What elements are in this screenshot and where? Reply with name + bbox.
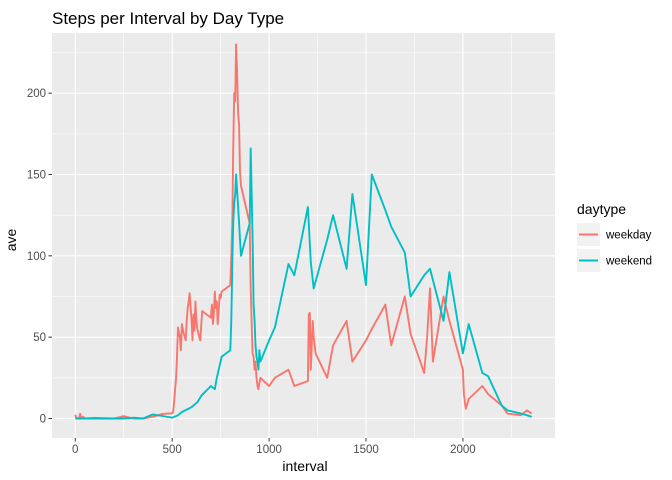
x-tick-label: 2000 <box>450 444 476 456</box>
legend: daytype weekday weekend <box>577 201 652 272</box>
x-tick-label: 1500 <box>353 444 379 456</box>
x-tick-label: 1000 <box>256 444 282 456</box>
y-tick-label: 200 <box>27 88 46 100</box>
series-lines <box>74 43 533 420</box>
legend-label-weekend: weekend <box>605 256 652 268</box>
y-tick-label: 50 <box>33 332 46 344</box>
x-tick-label: 0 <box>72 444 78 456</box>
legend-label-weekday: weekday <box>605 230 652 242</box>
x-axis-ticks: 0 500 1000 1500 2000 <box>72 438 476 456</box>
y-tick-label: 150 <box>27 170 46 182</box>
series-line-weekend <box>74 147 533 420</box>
legend-title: daytype <box>577 201 626 217</box>
chart-title: Steps per Interval by Day Type <box>52 9 284 28</box>
plot-panel <box>52 33 555 438</box>
minor-gridlines <box>52 33 555 438</box>
y-axis-ticks: 0 50 100 150 200 <box>27 88 52 425</box>
x-axis-title: interval <box>282 458 327 474</box>
y-axis-title: ave <box>3 229 19 252</box>
y-tick-label: 0 <box>40 413 46 425</box>
y-tick-label: 100 <box>27 251 46 263</box>
x-tick-label: 500 <box>163 444 182 456</box>
series-line-weekday <box>74 43 533 420</box>
